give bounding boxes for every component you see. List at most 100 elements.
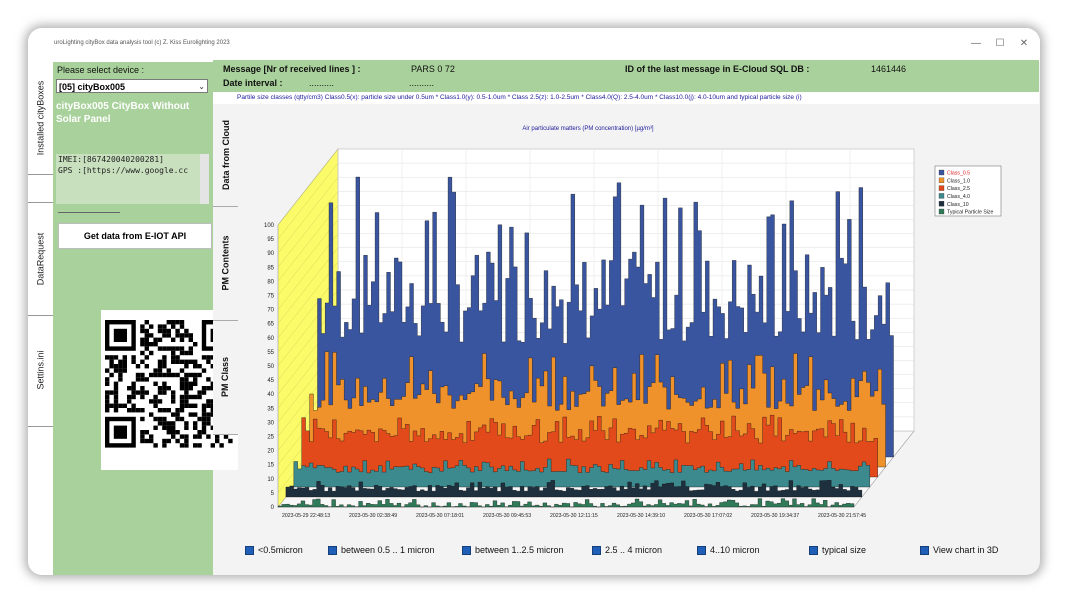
qr-module [179, 359, 185, 364]
checkbox-view-3d[interactable]: View chart in 3D [920, 545, 998, 555]
tab-installed-cityboxes[interactable]: Installed cityBoxes [28, 62, 53, 175]
y-tick-label: 80 [267, 279, 274, 285]
qr-module [162, 328, 167, 334]
minimize-icon[interactable]: — [971, 38, 981, 49]
qr-module [149, 342, 154, 347]
x-tick-label: 2023-05-30 14:39:10 [617, 513, 665, 519]
qr-module [201, 408, 207, 413]
qr-module [131, 386, 136, 391]
qr-module [135, 364, 141, 369]
qr-module [166, 421, 171, 426]
qr-module [144, 377, 149, 382]
device-info-scrollbar[interactable] [200, 154, 209, 204]
qr-module [206, 399, 211, 404]
qr-module [219, 443, 224, 448]
device-info-box[interactable]: IMEI:[867420040200281] GPS :[https://www… [56, 154, 209, 204]
checkbox-class-10um[interactable]: 4..10 micron [697, 545, 760, 555]
tab-datarequest[interactable]: DataRequest [28, 202, 53, 316]
qr-module [157, 390, 163, 395]
gps-text: GPS :[https://www.google.cc [58, 166, 189, 175]
qr-module [210, 381, 215, 386]
legend-label: Class_10 [947, 202, 969, 208]
date-interval-label: Date interval : [223, 78, 283, 88]
qr-module [157, 386, 163, 391]
checkbox-typical-size[interactable]: typical size [809, 545, 866, 555]
qr-module [131, 359, 136, 364]
qr-module [179, 320, 185, 325]
qr-module [162, 355, 167, 360]
chevron-down-icon: ⌄ [198, 82, 205, 91]
qr-module [193, 381, 198, 386]
title-bar: uroLighting cityBox data analysis tool (… [28, 28, 1040, 62]
grid-line [277, 162, 339, 240]
tab-data-from-cloud[interactable]: Data from Cloud [213, 104, 238, 207]
qr-module [171, 394, 176, 400]
qr-module [206, 355, 211, 360]
checkbox-check-icon [697, 545, 706, 555]
qr-module [184, 399, 189, 404]
qr-module [127, 408, 132, 413]
series-area [285, 480, 863, 498]
qr-module [171, 350, 176, 356]
checkbox-class-05[interactable]: <0.5micron [245, 545, 303, 555]
maximize-icon[interactable]: ☐ [995, 38, 1005, 49]
qr-module [188, 403, 193, 408]
qr-module [193, 412, 198, 417]
legend-label: Class_0.5 [947, 171, 970, 177]
qr-module [113, 399, 119, 404]
get-data-button[interactable]: Get data from E-IOT API [58, 223, 212, 249]
qr-module [144, 364, 149, 369]
qr-module [149, 412, 154, 417]
legend-label: Class_4.0 [947, 194, 970, 200]
qr-module [184, 386, 189, 391]
close-icon[interactable]: ✕ [1019, 38, 1029, 49]
qr-module [184, 425, 189, 430]
qr-module [171, 359, 176, 364]
qr-module [153, 342, 158, 347]
tab-pm-contents[interactable]: PM Contents [213, 206, 238, 321]
y-tick-label: 35 [267, 406, 274, 412]
qr-module [193, 359, 198, 364]
tab-settings-ini[interactable]: Settins.ini [28, 314, 53, 427]
qr-module [175, 408, 180, 413]
checkbox-class-10[interactable]: between 0.5 .. 1 micron [328, 545, 435, 555]
qr-module [171, 399, 176, 404]
qr-module [144, 333, 149, 338]
qr-module [210, 408, 215, 413]
checkbox-class-25[interactable]: between 1..2.5 micron [462, 545, 564, 555]
legend-box [934, 165, 1002, 217]
device-select[interactable]: [05] cityBox005 ⌄ [56, 79, 208, 93]
qr-module [131, 381, 136, 386]
qr-module [157, 399, 163, 404]
tab-pm-class[interactable]: PM Class [213, 320, 238, 435]
qr-module [157, 408, 163, 413]
qr-module [175, 320, 180, 325]
legend-label: Typical Particle Size [947, 210, 994, 216]
qr-module [188, 337, 193, 342]
qr-module [118, 377, 123, 382]
y-tick-label: 50 [267, 364, 274, 370]
x-tick-label: 2023-05-30 21:57:45 [818, 513, 866, 519]
qr-module [184, 434, 189, 439]
qr-module [210, 386, 215, 391]
qr-module [140, 328, 145, 334]
qr-module [166, 425, 171, 430]
qr-module [140, 430, 145, 435]
qr-module [162, 443, 167, 448]
checkbox-check-icon [592, 545, 601, 555]
qr-module [171, 390, 176, 395]
qr-module [188, 386, 193, 391]
legend-label: Class_1.0 [947, 178, 970, 184]
qr-module [184, 377, 189, 382]
qr-module [140, 337, 145, 342]
qr-module [193, 372, 198, 378]
qr-module [157, 421, 163, 426]
legend-swatch [938, 185, 945, 191]
qr-module [153, 368, 158, 373]
qr-module [197, 390, 202, 395]
qr-module [201, 386, 207, 391]
checkbox-class-40[interactable]: 2.5 .. 4 micron [592, 545, 662, 555]
qr-module [140, 342, 145, 347]
grid-line [277, 275, 339, 353]
qr-module [179, 381, 185, 386]
